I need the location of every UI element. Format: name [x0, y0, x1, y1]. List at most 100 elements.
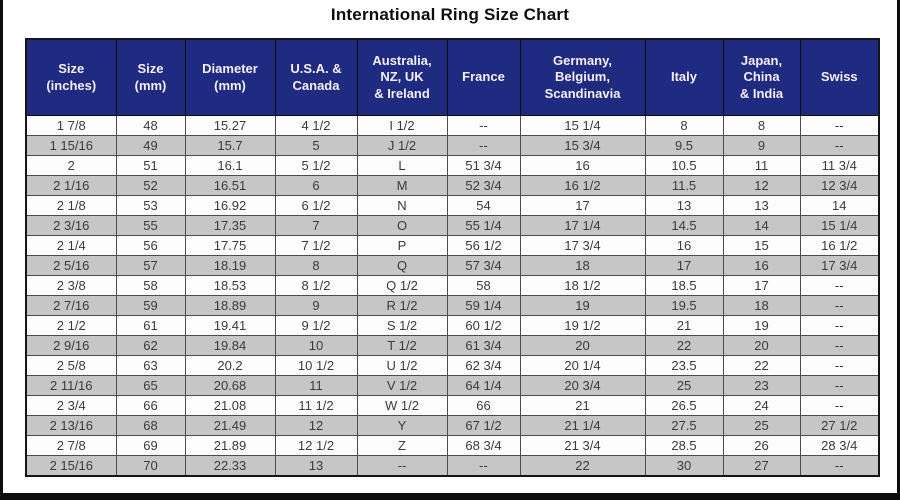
table-cell: 22 — [722, 355, 801, 376]
table-cell: 4 1/2 — [274, 115, 358, 136]
table-cell: 65 — [115, 375, 186, 396]
table-cell: 68 3/4 — [446, 435, 521, 456]
table-cell: Q — [356, 255, 448, 276]
table-cell: 19 — [519, 295, 646, 316]
table-cell: 2 1/4 — [25, 235, 117, 256]
table-cell: 9 — [274, 295, 358, 316]
table-cell: N — [356, 195, 448, 216]
table-cell: 11.5 — [644, 175, 724, 196]
table-cell: 21.08 — [184, 395, 276, 416]
table-cell: 17 — [519, 195, 646, 216]
table-cell: 23 — [722, 375, 801, 396]
table-cell: 2 3/4 — [25, 395, 117, 416]
table-cell: 14.5 — [644, 215, 724, 236]
table-cell: 17.35 — [184, 215, 276, 236]
table-cell: 16.51 — [184, 175, 276, 196]
table-cell: 21 — [519, 395, 646, 416]
table-row: 1 15/16 49 15.7 5 J 1/2 -- 15 3/4 9.5 9 -- — [25, 135, 880, 156]
column-header-japan-china-india: Japan, China & India — [722, 38, 801, 116]
table-cell: 61 — [115, 315, 186, 336]
table-cell: 21.89 — [184, 435, 276, 456]
table-cell: Z — [356, 435, 448, 456]
ring-size-table: Size (inches) Size (mm) Diameter (mm) U.… — [25, 38, 880, 477]
table-cell: T 1/2 — [356, 335, 448, 356]
table-cell: 13 — [644, 195, 724, 216]
table-cell: 2 7/16 — [25, 295, 117, 316]
table-cell: 58 — [446, 275, 521, 296]
column-header-size-inches: Size (inches) — [25, 38, 117, 116]
table-cell: 19 — [722, 315, 801, 336]
table-cell: 19.84 — [184, 335, 276, 356]
table-cell: 20 — [519, 335, 646, 356]
table-cell: Y — [356, 415, 448, 436]
table-cell: -- — [799, 115, 880, 136]
table-cell: 58 — [115, 275, 186, 296]
table-cell: 27 1/2 — [799, 415, 880, 436]
table-cell: 56 1/2 — [446, 235, 521, 256]
table-cell: 9 — [722, 135, 801, 156]
table-cell: 10 — [274, 335, 358, 356]
table-cell: 18.5 — [644, 275, 724, 296]
table-cell: 20 1/4 — [519, 355, 646, 376]
table-cell: 16 1/2 — [519, 175, 646, 196]
table-cell: -- — [799, 315, 880, 336]
table-cell: 9.5 — [644, 135, 724, 156]
table-cell: 8 — [644, 115, 724, 136]
table-cell: 12 — [274, 415, 358, 436]
table-cell: 67 1/2 — [446, 415, 521, 436]
table-cell: R 1/2 — [356, 295, 448, 316]
table-row: 1 7/8 48 15.27 4 1/2 I 1/2 -- 15 1/4 8 8 -- — [25, 115, 880, 136]
table-cell: 22 — [644, 335, 724, 356]
table-cell: 16 1/2 — [799, 235, 880, 256]
table-cell: 18.19 — [184, 255, 276, 276]
table-cell: 11 3/4 — [799, 155, 880, 176]
table-cell: 9 1/2 — [274, 315, 358, 336]
table-cell: 11 1/2 — [274, 395, 358, 416]
table-cell: 19.5 — [644, 295, 724, 316]
table-cell: 24 — [722, 395, 801, 416]
table-cell: 2 5/16 — [25, 255, 117, 276]
table-row: 2 5/8 63 20.2 10 1/2 U 1/2 62 3/4 20 1/4 23.5 22… — [25, 355, 880, 376]
table-cell: M — [356, 175, 448, 196]
table-row: 2 3/4 66 21.08 11 1/2 W 1/2 66 21 26.5 24 -- — [25, 395, 880, 416]
table-cell: Q 1/2 — [356, 275, 448, 296]
table-cell: 22.33 — [184, 455, 276, 477]
table-cell: 21 1/4 — [519, 415, 646, 436]
table-cell: 51 3/4 — [446, 155, 521, 176]
table-row: 2 1/4 56 17.75 7 1/2 P 56 1/2 17 3/4 16 15 16 1/2 — [25, 235, 880, 256]
table-cell: 64 1/4 — [446, 375, 521, 396]
table-cell: 68 — [115, 415, 186, 436]
table-cell: 60 1/2 — [446, 315, 521, 336]
table-cell: -- — [446, 455, 521, 477]
table-cell: 15 — [722, 235, 801, 256]
table-cell: 2 15/16 — [25, 455, 117, 477]
table-row: 2 13/16 68 21.49 12 Y 67 1/2 21 1/4 27.5 25 27 1/… — [25, 415, 880, 436]
table-cell: 27.5 — [644, 415, 724, 436]
table-cell: 12 3/4 — [799, 175, 880, 196]
table-cell: V 1/2 — [356, 375, 448, 396]
table-cell: 22 — [519, 455, 646, 477]
table-cell: 17 3/4 — [799, 255, 880, 276]
table-cell: 15 1/4 — [519, 115, 646, 136]
table-cell: 8 — [722, 115, 801, 136]
table-cell: U 1/2 — [356, 355, 448, 376]
table-row: 2 15/16 70 22.33 13 -- -- 22 30 27 -- — [25, 455, 880, 477]
table-cell: 21.49 — [184, 415, 276, 436]
table-cell: 2 7/8 — [25, 435, 117, 456]
table-cell: -- — [356, 455, 448, 477]
table-row: 2 51 16.1 5 1/2 L 51 3/4 16 10.5 11 11 3/4 — [25, 155, 880, 176]
table-row: 2 7/16 59 18.89 9 R 1/2 59 1/4 19 19.5 18 -- — [25, 295, 880, 316]
table-cell: 15.27 — [184, 115, 276, 136]
table-cell: 18.89 — [184, 295, 276, 316]
header-row: Size (inches) Size (mm) Diameter (mm) U.… — [25, 38, 880, 116]
table-cell: 70 — [115, 455, 186, 477]
table-cell: -- — [799, 335, 880, 356]
table-cell: 2 — [25, 155, 117, 176]
table-cell: 57 — [115, 255, 186, 276]
table-cell: 66 — [446, 395, 521, 416]
table-cell: 66 — [115, 395, 186, 416]
table-row: 2 1/8 53 16.92 6 1/2 N 54 17 13 13 14 — [25, 195, 880, 216]
column-header-france: France — [446, 38, 521, 116]
table-cell: 12 1/2 — [274, 435, 358, 456]
